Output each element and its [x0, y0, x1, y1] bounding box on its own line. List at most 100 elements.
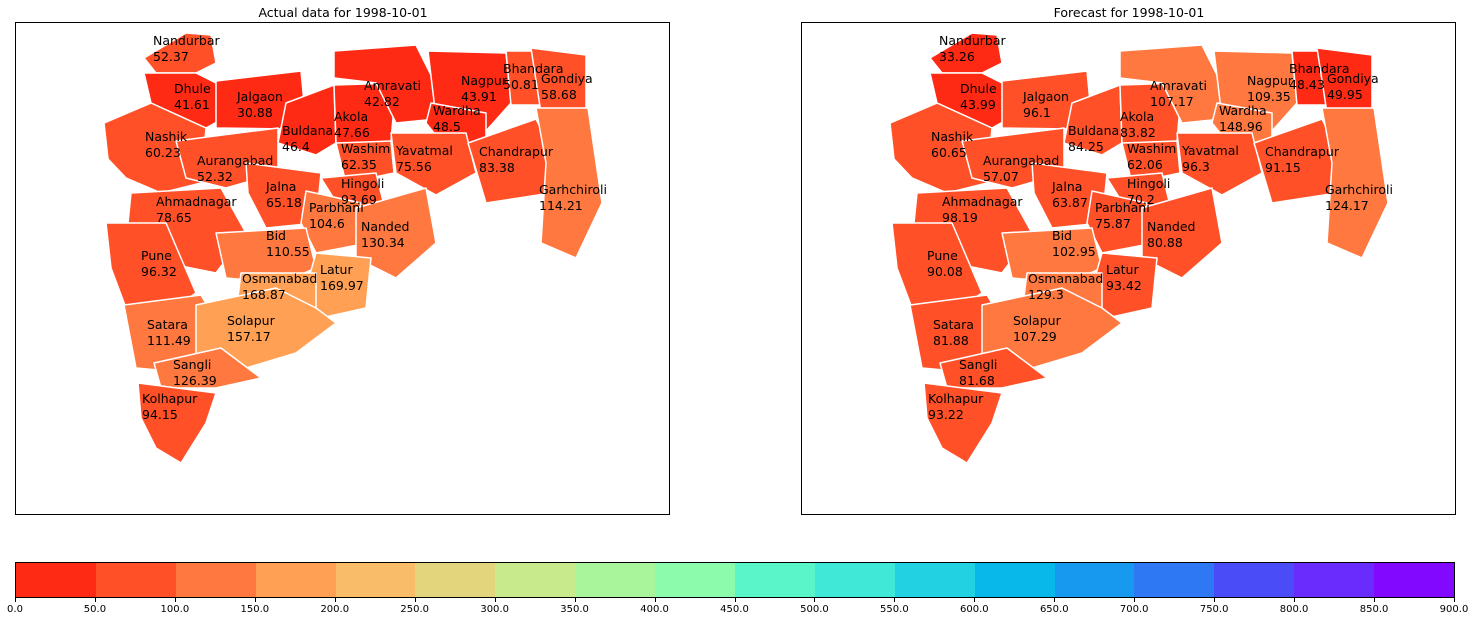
district-value: 43.99	[960, 97, 996, 112]
district-value: 168.87	[242, 287, 286, 302]
district-name: Gondiya	[541, 71, 593, 86]
district-label-pune: Pune 96.32	[141, 248, 177, 280]
district-label-dhule: Dhule 43.99	[960, 81, 997, 113]
district-value: 110.55	[266, 244, 310, 259]
district-value: 80.88	[1147, 235, 1183, 250]
colorbar-tick-mark	[654, 598, 656, 602]
district-label-wardha: Wardha 148.96	[1219, 103, 1267, 135]
district-value: 78.65	[156, 210, 192, 225]
district-name: Pune	[927, 248, 958, 263]
colorbar-tick-mark	[334, 598, 336, 602]
district-value: 94.15	[142, 407, 178, 422]
colorbar-segment	[335, 563, 416, 597]
district-value: 33.26	[939, 49, 975, 64]
district-amravati	[333, 44, 437, 124]
district-label-parbhani: Parbhani 75.87	[1095, 200, 1150, 232]
district-name: Chandrapur	[1265, 144, 1339, 159]
district-value: 96.32	[141, 264, 177, 279]
district-label-bhandara: Bhandara 48.43	[1289, 61, 1349, 93]
colorbar-tick-label: 600.0	[960, 604, 989, 615]
district-name: Wardha	[1219, 103, 1267, 118]
district-name: Parbhani	[1095, 200, 1150, 215]
district-name: Washim	[341, 141, 391, 156]
district-value: 114.21	[539, 198, 583, 213]
district-value: 157.17	[227, 329, 271, 344]
colorbar	[15, 562, 1455, 598]
colorbar-tick-label: 300.0	[480, 604, 509, 615]
district-value: 83.82	[1120, 125, 1156, 140]
district-label-nandurbar: Nandurbar 52.37	[153, 33, 220, 65]
district-value: 70.2	[1127, 192, 1155, 207]
district-name: Bhandara	[503, 61, 564, 76]
colorbar-segment	[95, 563, 176, 597]
colorbar-tick-mark	[974, 598, 976, 602]
district-name: Washim	[1127, 141, 1177, 156]
district-name: Kolhapur	[928, 391, 984, 406]
colorbar-tick-label: 900.0	[1439, 604, 1469, 615]
colorbar-tick-label: 250.0	[400, 604, 430, 615]
colorbar-segment	[16, 563, 96, 597]
colorbar-ticks: 0.0 50.0 100.0 150.0 200.0 250.0 300.0 350.0 400…	[7, 598, 1468, 618]
district-label-osmanabad: Osmanabad 168.87	[242, 271, 317, 303]
district-label-jalgaon: Jalgaon 30.88	[237, 89, 283, 121]
district-value: 43.91	[461, 89, 497, 104]
district-value: 62.06	[1127, 157, 1163, 172]
colorbar-tick-mark	[414, 598, 416, 602]
district-name: Nagpur	[1247, 73, 1293, 88]
district-name: Hingoli	[341, 176, 385, 191]
colorbar-segment	[255, 563, 336, 597]
district-name: Jalgaon	[237, 89, 283, 104]
forecast-map: Nandurbar 33.26 Dhule 43.99 Jalgaon 96.1 Bulda…	[801, 22, 1456, 515]
district-nanded	[1141, 187, 1223, 279]
district-name: Ahmadnagar	[156, 194, 237, 209]
district-label-nagpur: Nagpur 109.35	[1247, 73, 1293, 105]
district-value: 111.49	[147, 333, 191, 348]
district-value: 57.07	[983, 169, 1019, 184]
district-value: 48.5	[433, 119, 461, 134]
district-name: Nashik	[145, 129, 188, 144]
district-name: Bhandara	[1289, 61, 1350, 76]
colorbar-segment	[814, 563, 895, 597]
district-name: Buldana	[282, 123, 334, 138]
district-name: Bid	[266, 228, 286, 243]
district-label-pune: Pune 90.08	[927, 248, 963, 280]
colorbar-tick-label: 650.0	[1039, 604, 1069, 615]
district-label-jalna: Jalna 63.87	[1052, 179, 1088, 211]
district-parbhani	[300, 190, 362, 254]
district-name: Amravati	[1150, 78, 1207, 93]
district-name: Bid	[1052, 228, 1072, 243]
district-buldana	[277, 84, 337, 156]
district-value: 84.25	[1068, 139, 1104, 154]
district-label-hingoli: Hingoli 70.2	[1127, 176, 1170, 208]
forecast-map-svg	[889, 32, 1389, 464]
district-value: 75.87	[1095, 216, 1131, 231]
district-label-gondiya: Gondiya 49.95	[1327, 71, 1379, 103]
colorbar-tick-label: 700.0	[1119, 604, 1149, 615]
district-value: 81.88	[933, 333, 969, 348]
district-label-nashik: Nashik 60.65	[931, 129, 973, 161]
district-value: 75.56	[396, 159, 432, 174]
colorbar-tick-mark	[1374, 598, 1376, 602]
district-label-nagpur: Nagpur 43.91	[461, 73, 507, 105]
district-label-akola: Akola 47.66	[334, 109, 370, 141]
colorbar-tick-mark	[814, 598, 816, 602]
district-kolhapur	[923, 382, 1003, 464]
actual-data-map: Nandurbar 52.37 Dhule 41.61 Jalgaon 30.88 Buld…	[15, 22, 670, 515]
colorbar-segment	[495, 563, 576, 597]
district-name: Wardha	[433, 103, 481, 118]
district-nanded	[355, 187, 437, 279]
district-name: Nanded	[361, 219, 410, 234]
district-label-bid: Bid 110.55	[266, 228, 310, 260]
district-label-bid: Bid 102.95	[1052, 228, 1096, 260]
district-name: Latur	[320, 262, 353, 277]
colorbar-segment	[1054, 563, 1135, 597]
district-label-kolhapur: Kolhapur 94.15	[142, 391, 197, 423]
district-name: Garhchiroli	[539, 182, 607, 197]
district-value: 58.68	[541, 87, 577, 102]
district-name: Jalgaon	[1023, 89, 1069, 104]
district-label-washim: Washim 62.06	[1127, 141, 1176, 173]
district-label-garhchiroli: Garhchiroli 114.21	[539, 182, 607, 214]
colorbar-tick-label: 150.0	[240, 604, 270, 615]
colorbar-segment	[974, 563, 1055, 597]
district-name: Satara	[147, 317, 188, 332]
